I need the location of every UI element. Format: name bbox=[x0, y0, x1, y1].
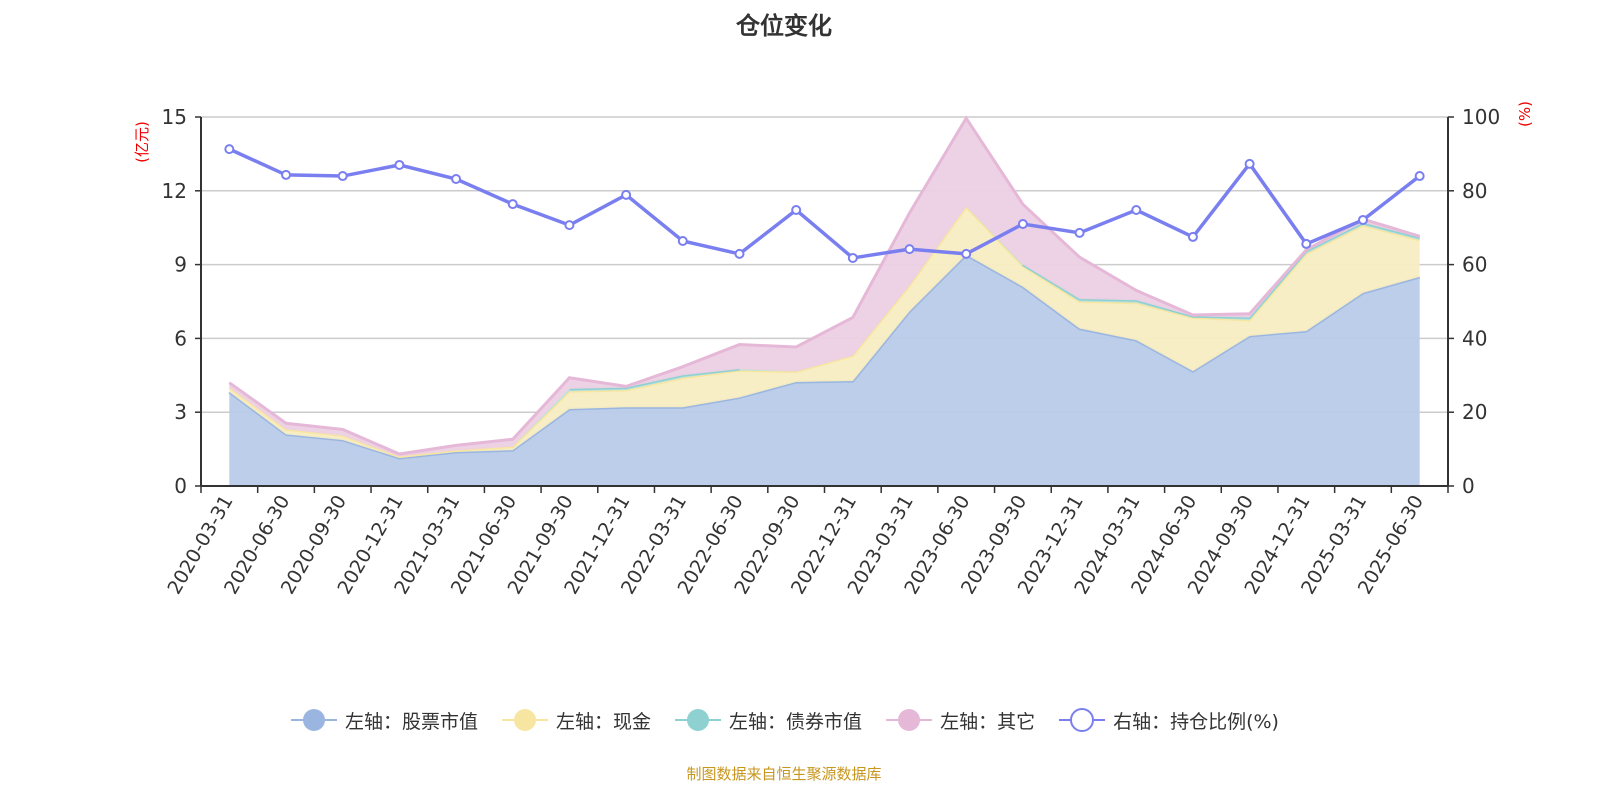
legend: 左轴：股票市值 左轴：现金 左轴：债券市值 左轴：其它 右轴：持仓比例(%) bbox=[0, 706, 1568, 734]
ratio-point bbox=[564, 220, 575, 231]
legend-marker-icon bbox=[1059, 708, 1106, 732]
left-tick-label: 9 bbox=[174, 253, 187, 277]
ratio-point bbox=[394, 159, 405, 170]
left-axis-label: (亿元) bbox=[133, 121, 151, 163]
legend-marker-icon bbox=[886, 709, 933, 731]
area-fill bbox=[229, 206, 1420, 458]
series-3 bbox=[228, 115, 1421, 457]
ratio-point bbox=[1244, 158, 1255, 169]
ratio-point bbox=[1074, 227, 1085, 238]
legend-item[interactable]: 左轴：其它 bbox=[884, 706, 1035, 734]
left-tick-label: 6 bbox=[174, 326, 187, 350]
ratio-point bbox=[677, 235, 688, 246]
ratio-point bbox=[224, 144, 235, 155]
right-tick-label: 80 bbox=[1462, 179, 1487, 203]
ratio-point bbox=[337, 171, 348, 182]
left-tick-label: 15 bbox=[162, 105, 187, 129]
ratio-point bbox=[281, 169, 292, 180]
ratio-point bbox=[1017, 219, 1028, 230]
ratio-point bbox=[1131, 204, 1142, 215]
legend-label: 右轴：持仓比例(%) bbox=[1113, 710, 1279, 733]
ratio-point bbox=[734, 248, 745, 259]
ratio-point bbox=[621, 189, 632, 200]
right-tick-label: 100 bbox=[1462, 105, 1500, 129]
legend-marker-icon bbox=[291, 709, 338, 731]
left-tick-label: 3 bbox=[174, 400, 187, 424]
legend-label: 左轴：股票市值 bbox=[345, 710, 479, 733]
ratio-point bbox=[904, 244, 915, 255]
ratio-point bbox=[791, 204, 802, 215]
ratio-series bbox=[224, 144, 1425, 263]
ratio-line bbox=[228, 147, 1421, 260]
legend-item[interactable]: 左轴：债券市值 bbox=[673, 706, 862, 734]
data-source-footer: 制图数据来自恒生聚源数据库 bbox=[686, 765, 882, 783]
right-tick-label: 0 bbox=[1462, 474, 1475, 498]
legend-marker-icon bbox=[502, 709, 549, 731]
area-fill bbox=[229, 254, 1420, 486]
ratio-point bbox=[1301, 238, 1312, 249]
area-line bbox=[228, 115, 1421, 456]
right-tick-label: 40 bbox=[1462, 326, 1487, 350]
ratio-point bbox=[1187, 231, 1198, 242]
chart-title: 仓位变化 bbox=[736, 12, 832, 40]
ratio-point bbox=[1357, 214, 1368, 225]
ratio-point bbox=[451, 173, 462, 184]
left-tick-label: 12 bbox=[162, 179, 187, 203]
legend-marker-icon bbox=[675, 709, 722, 731]
legend-item[interactable]: 左轴：现金 bbox=[500, 706, 651, 734]
ratio-point bbox=[961, 248, 972, 259]
ratio-point bbox=[847, 252, 858, 263]
legend-item[interactable]: 右轴：持仓比例(%) bbox=[1057, 706, 1279, 734]
right-tick-label: 20 bbox=[1462, 400, 1487, 424]
ratio-point bbox=[1414, 171, 1425, 182]
legend-label: 左轴：债券市值 bbox=[729, 710, 863, 733]
right-axis-label: (%) bbox=[1516, 101, 1534, 127]
left-tick-label: 0 bbox=[174, 474, 187, 498]
legend-label: 左轴：其它 bbox=[940, 710, 1036, 733]
legend-item[interactable]: 左轴：股票市值 bbox=[289, 706, 478, 734]
right-tick-label: 60 bbox=[1462, 253, 1487, 277]
ratio-point bbox=[507, 199, 518, 210]
legend-label: 左轴：现金 bbox=[556, 710, 652, 733]
